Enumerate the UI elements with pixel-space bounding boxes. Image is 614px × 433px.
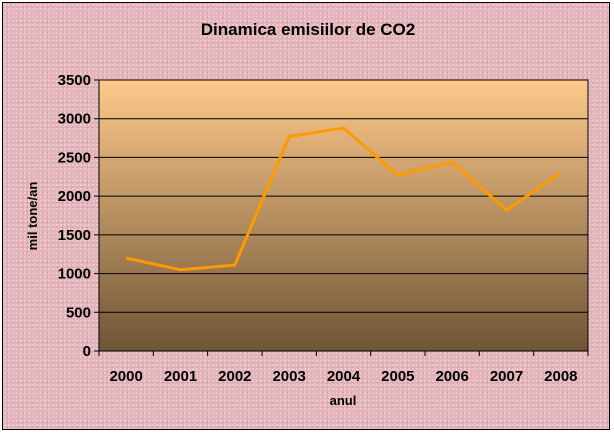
y-axis-title: mil tone/an xyxy=(25,182,40,251)
y-tick-label: 3500 xyxy=(58,72,91,89)
series-line-0 xyxy=(125,126,562,272)
y-tick-label: 1000 xyxy=(58,266,91,283)
x-tick-label: 2007 xyxy=(490,368,523,385)
x-tick-label: 2005 xyxy=(381,368,414,385)
x-axis: 2000 2001 2002 2003 2004 2005 2006 2007 2008 xyxy=(98,351,589,385)
series-group xyxy=(125,126,562,272)
x-tick-label: 2000 xyxy=(109,368,142,385)
line-chart: Dinamica emisiilor de CO2 0 500 1000 1500 20… xyxy=(25,20,589,408)
x-tick-label: 2004 xyxy=(327,368,361,385)
y-tick-label: 500 xyxy=(66,304,91,321)
gridlines xyxy=(99,118,588,313)
plot-area xyxy=(98,79,589,352)
chart-frame: Dinamica emisiilor de CO2 0 500 1000 1500 20… xyxy=(2,2,610,430)
y-tick-label: 3000 xyxy=(58,111,91,128)
x-tick-label: 2008 xyxy=(544,368,577,385)
chart-title: Dinamica emisiilor de CO2 xyxy=(201,20,415,39)
y-axis: 0 500 1000 1500 2000 2500 3000 3500 xyxy=(58,72,99,360)
x-tick-label: 2002 xyxy=(218,368,251,385)
x-tick-label: 2006 xyxy=(435,368,468,385)
y-tick-label: 2000 xyxy=(58,188,91,205)
x-tick-label: 2003 xyxy=(272,368,305,385)
y-tick-label: 0 xyxy=(83,343,91,360)
y-tick-label: 2500 xyxy=(58,149,91,166)
x-axis-title: anul xyxy=(330,393,357,408)
x-tick-label: 2001 xyxy=(164,368,197,385)
y-tick-label: 1500 xyxy=(58,227,91,244)
